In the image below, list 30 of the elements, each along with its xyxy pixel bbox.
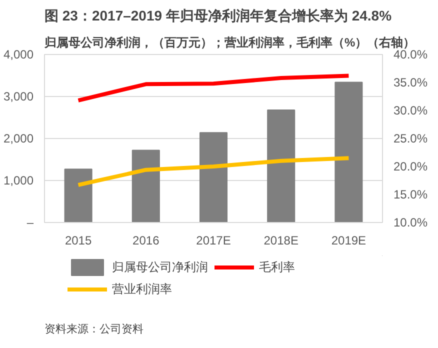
y2-tick-label: 15.0% xyxy=(394,188,428,202)
line-series xyxy=(76,156,351,187)
legend-label: 营业利润率 xyxy=(112,280,173,298)
x-tick-label: 2018E xyxy=(264,234,298,248)
line-series xyxy=(76,74,351,102)
y2-tick-label: 25.0% xyxy=(394,132,428,146)
y2-tick-label: 30.0% xyxy=(394,104,428,118)
y2-tick-label: 40.0% xyxy=(394,48,428,62)
x-tick-label: 2015 xyxy=(64,234,92,248)
x-tick-label: 2017E xyxy=(196,234,231,248)
y2-tick-label: 20.0% xyxy=(394,160,428,174)
bar xyxy=(64,168,92,222)
legend-label: 归属母公司净利润 xyxy=(112,258,209,276)
y2-tick-label: 10.0% xyxy=(394,216,428,230)
legend-label: 毛利率 xyxy=(259,258,296,276)
y2-tick-label: 35.0% xyxy=(394,76,428,90)
y-tick-label: 1,000 xyxy=(3,174,34,188)
bar xyxy=(199,132,228,222)
bar xyxy=(267,109,296,222)
y-tick-label: 3,000 xyxy=(3,90,34,104)
y-tick-label: – xyxy=(26,216,34,230)
y-tick-label: 4,000 xyxy=(3,48,34,62)
bar xyxy=(334,82,363,222)
bar xyxy=(132,150,160,222)
y-tick-label: 2,000 xyxy=(3,132,34,146)
x-tick-label: 2019E xyxy=(331,234,366,248)
x-tick-label: 2016 xyxy=(132,234,160,248)
text: 资料来源：公司资料 xyxy=(44,322,144,336)
chart-title: 图 23：2017–2019 年归母净利润年复合增长率为 24.8% xyxy=(44,8,392,24)
chart-subtitle: 归属母公司净利润，（百万元）；营业利润率，毛利率（%）（右轴） xyxy=(44,36,416,50)
